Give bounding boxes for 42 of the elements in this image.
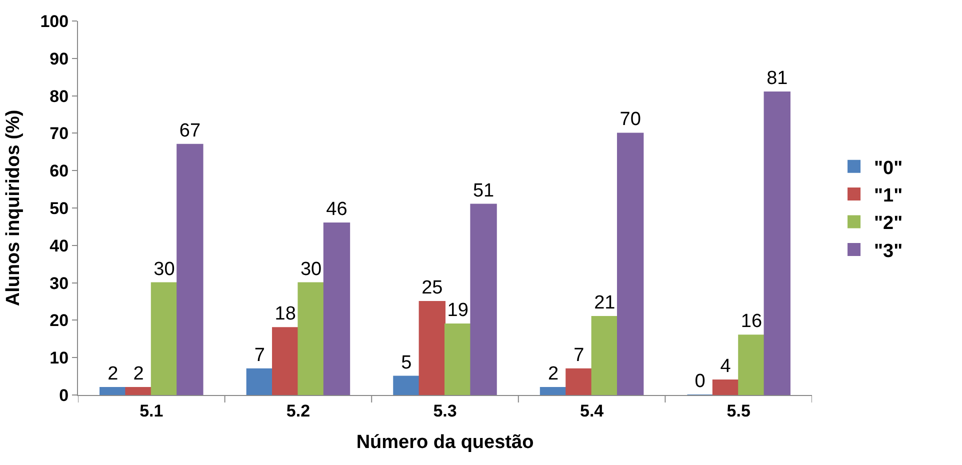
data-label: 2: [133, 364, 144, 385]
data-label: 4: [720, 356, 732, 378]
x-tick-label: 5.3: [433, 401, 457, 420]
y-tick-label: 10: [50, 348, 69, 368]
data-label: 46: [326, 198, 348, 220]
data-label: 7: [254, 344, 265, 366]
x-axis-title: Número da questão: [356, 432, 534, 454]
data-label: 70: [620, 109, 641, 130]
x-tick-label: 5.4: [580, 401, 604, 420]
legend-label: "3": [874, 240, 903, 262]
data-label: 25: [422, 278, 443, 298]
y-axis-title: Alunos inquiridos (%): [3, 110, 24, 306]
legend-label: "2": [874, 213, 903, 234]
y-tick-label: 60: [50, 162, 69, 181]
data-label: 30: [300, 258, 322, 280]
y-tick-label: 50: [50, 198, 69, 218]
x-tick-label: 5.5: [726, 401, 750, 420]
data-label: 0: [694, 371, 706, 392]
data-label: 2: [108, 364, 118, 385]
legend-label: "0": [874, 158, 903, 179]
y-tick-label: 0: [59, 386, 69, 405]
y-tick-label: 20: [50, 311, 69, 330]
y-tick-label: 40: [50, 236, 69, 256]
y-tick-label: 80: [50, 86, 69, 106]
y-tick-label: 100: [40, 12, 69, 31]
data-label: 2: [548, 364, 559, 385]
data-label: 51: [472, 180, 494, 202]
data-label: 81: [766, 68, 788, 90]
data-label: 16: [740, 311, 762, 332]
legend-label: "1": [874, 185, 903, 206]
data-label: 18: [274, 304, 296, 325]
y-tick-label: 70: [50, 124, 69, 144]
data-label: 67: [179, 120, 201, 142]
x-tick-label: 5.2: [286, 401, 310, 420]
data-label: 5: [401, 352, 412, 374]
data-label: 7: [574, 344, 584, 366]
data-label: 30: [154, 258, 175, 280]
data-label: 21: [594, 292, 616, 314]
x-tick-label: 5.1: [140, 401, 164, 420]
y-tick-label: 30: [50, 274, 69, 293]
y-tick-label: 90: [50, 49, 69, 68]
data-label: 19: [447, 300, 468, 321]
